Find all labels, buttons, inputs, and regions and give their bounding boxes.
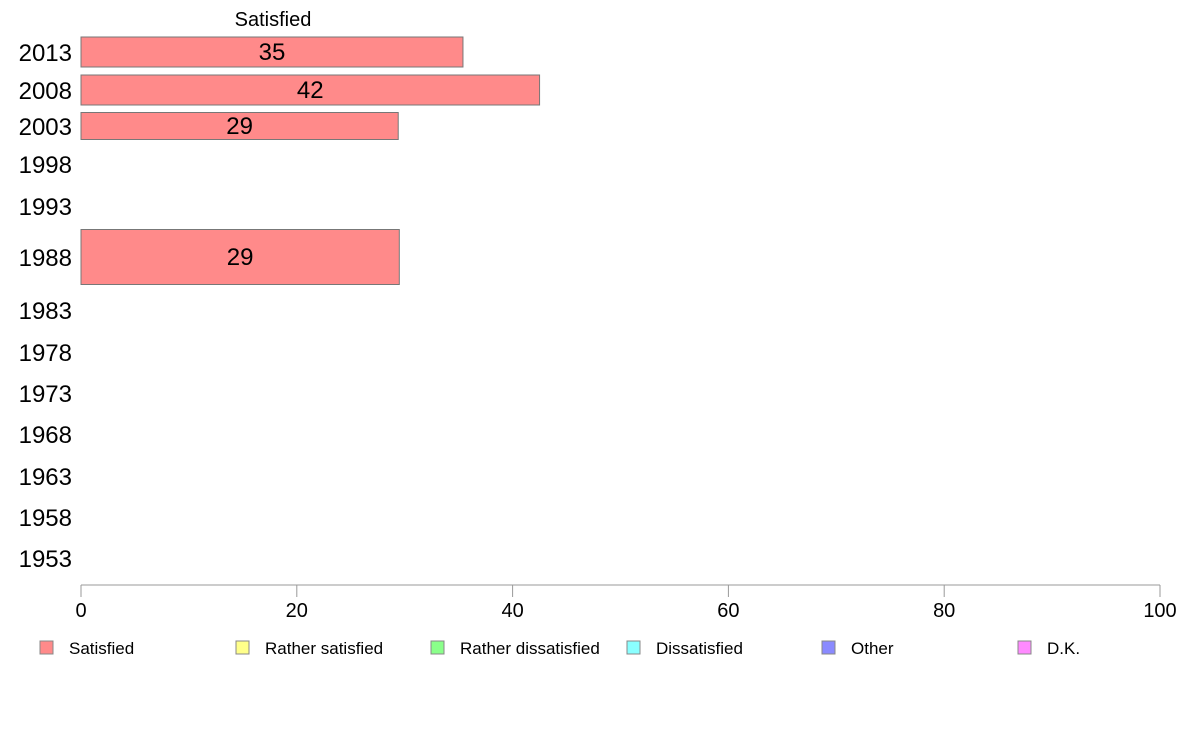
legend-label-dissatisfied: Dissatisfied <box>656 639 743 658</box>
year-label-2003: 2003 <box>19 114 72 141</box>
legend-label-d-k: D.K. <box>1047 639 1080 658</box>
legend-label-satisfied: Satisfied <box>69 639 134 658</box>
legend-swatch-dissatisfied <box>626 640 641 655</box>
x-tick-label-100: 100 <box>1143 600 1176 622</box>
legend-swatch-satisfied <box>39 640 54 655</box>
x-tick-label-20: 20 <box>286 600 308 622</box>
year-label-1963: 1963 <box>19 464 72 491</box>
year-label-1958: 1958 <box>19 505 72 532</box>
year-label-1973: 1973 <box>19 381 72 408</box>
year-label-1988: 1988 <box>19 245 72 272</box>
year-label-1953: 1953 <box>19 546 72 573</box>
year-label-1968: 1968 <box>19 422 72 449</box>
legend-label-other: Other <box>851 639 894 658</box>
column-header-satisfied: Satisfied <box>235 9 312 31</box>
legend-swatch-rather-dissatisfied <box>430 640 445 655</box>
bar-1988 <box>80 229 400 285</box>
x-tick-label-80: 80 <box>933 600 955 622</box>
legend-swatch-rather-satisfied <box>235 640 250 655</box>
bars: 35 42 29 29 <box>80 36 541 285</box>
x-axis: 0 20 40 60 80 100 <box>75 584 1177 622</box>
year-label-1978: 1978 <box>19 340 72 367</box>
x-tick-label-40: 40 <box>501 600 523 622</box>
bar-2013 <box>80 36 464 68</box>
legend-swatch-other <box>821 640 836 655</box>
bar-value-label-2013: 35 <box>259 39 286 66</box>
year-label-1998: 1998 <box>19 152 72 179</box>
bar-2008 <box>80 74 541 106</box>
bar-value-label-2008: 42 <box>297 77 324 104</box>
x-tick-label-60: 60 <box>717 600 739 622</box>
bar-value-label-1988: 29 <box>227 244 254 271</box>
year-label-1983: 1983 <box>19 298 72 325</box>
year-label-2008: 2008 <box>19 78 72 105</box>
legend-label-rather-dissatisfied: Rather dissatisfied <box>460 639 600 658</box>
year-label-2013: 2013 <box>19 40 72 67</box>
year-label-1993: 1993 <box>19 194 72 221</box>
year-labels: 2013 2008 2003 1998 1993 1988 1983 1978 1973 1968… <box>19 40 72 573</box>
legend-label-rather-satisfied: Rather satisfied <box>265 639 383 658</box>
legend: Satisfied Rather satisfied Rather dissatis… <box>39 639 1080 658</box>
x-tick-label-0: 0 <box>75 600 86 622</box>
bar-2003 <box>80 112 399 140</box>
legend-swatch-d-k <box>1017 640 1032 655</box>
bar-value-label-2003: 29 <box>226 113 253 140</box>
